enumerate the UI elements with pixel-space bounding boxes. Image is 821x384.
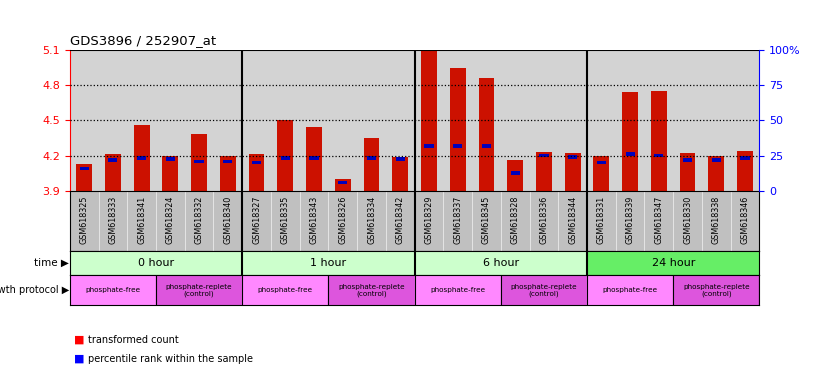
Text: growth protocol ▶: growth protocol ▶ <box>0 285 69 295</box>
Text: phosphate-free: phosphate-free <box>85 287 140 293</box>
Bar <box>166 157 175 161</box>
Bar <box>507 160 523 191</box>
Text: phosphate-free: phosphate-free <box>603 287 658 293</box>
Bar <box>709 156 724 191</box>
Bar <box>568 155 577 159</box>
Bar <box>364 138 379 191</box>
Bar <box>396 157 405 161</box>
Bar <box>281 156 290 160</box>
Text: GSM618328: GSM618328 <box>511 195 520 244</box>
Bar <box>80 167 89 170</box>
Text: GSM618335: GSM618335 <box>281 195 290 244</box>
Bar <box>195 159 204 163</box>
Text: GSM618344: GSM618344 <box>568 195 577 244</box>
Text: GSM618346: GSM618346 <box>741 195 750 244</box>
Text: ■: ■ <box>74 354 85 364</box>
Bar <box>105 154 121 191</box>
Text: GSM618336: GSM618336 <box>539 195 548 244</box>
Bar <box>680 153 695 191</box>
Text: time ▶: time ▶ <box>34 258 69 268</box>
Bar <box>741 156 750 160</box>
Text: phosphate-free: phosphate-free <box>430 287 485 293</box>
Bar <box>134 125 149 191</box>
Text: GSM618339: GSM618339 <box>626 195 635 244</box>
Bar <box>424 144 433 148</box>
Text: 0 hour: 0 hour <box>138 258 174 268</box>
Text: GSM618333: GSM618333 <box>108 195 117 244</box>
Bar <box>367 156 376 160</box>
Text: 6 hour: 6 hour <box>483 258 519 268</box>
Bar <box>737 151 753 191</box>
Bar <box>76 164 92 191</box>
Text: percentile rank within the sample: percentile rank within the sample <box>88 354 253 364</box>
Bar <box>223 159 232 163</box>
Bar <box>392 157 408 191</box>
Text: GSM618332: GSM618332 <box>195 195 204 244</box>
Text: GSM618331: GSM618331 <box>597 195 606 244</box>
Text: GSM618343: GSM618343 <box>310 195 319 244</box>
Text: 24 hour: 24 hour <box>652 258 695 268</box>
Bar <box>622 92 638 191</box>
Text: GSM618329: GSM618329 <box>424 195 433 244</box>
Bar <box>651 91 667 191</box>
Text: GSM618341: GSM618341 <box>137 195 146 244</box>
Bar <box>479 78 494 191</box>
Bar <box>338 180 347 184</box>
Text: GSM618342: GSM618342 <box>396 195 405 244</box>
Bar <box>453 144 462 148</box>
Text: GSM618325: GSM618325 <box>80 195 89 244</box>
Text: phosphate-replete
(control): phosphate-replete (control) <box>166 283 232 297</box>
Bar <box>683 158 692 162</box>
Text: GSM618327: GSM618327 <box>252 195 261 244</box>
Bar <box>335 179 351 191</box>
Text: transformed count: transformed count <box>88 335 179 345</box>
Bar <box>626 152 635 156</box>
Bar <box>511 171 520 175</box>
Bar <box>597 161 606 164</box>
Bar <box>220 156 236 191</box>
Bar <box>565 153 580 191</box>
Text: phosphate-replete
(control): phosphate-replete (control) <box>511 283 577 297</box>
Text: GSM618324: GSM618324 <box>166 195 175 244</box>
Text: phosphate-replete
(control): phosphate-replete (control) <box>338 283 405 297</box>
Text: GSM618326: GSM618326 <box>338 195 347 244</box>
Text: GSM618345: GSM618345 <box>482 195 491 244</box>
Bar <box>450 68 466 191</box>
Bar <box>654 154 663 157</box>
Bar <box>163 156 178 191</box>
Text: GSM618337: GSM618337 <box>453 195 462 244</box>
Bar <box>108 158 117 162</box>
Bar <box>277 120 293 191</box>
Text: GSM618334: GSM618334 <box>367 195 376 244</box>
Bar <box>137 156 146 160</box>
Bar <box>252 161 261 164</box>
Text: GSM618330: GSM618330 <box>683 195 692 244</box>
Text: phosphate-replete
(control): phosphate-replete (control) <box>683 283 750 297</box>
Bar <box>191 134 207 191</box>
Bar <box>306 127 322 191</box>
Bar <box>539 154 548 157</box>
Text: phosphate-free: phosphate-free <box>258 287 313 293</box>
Bar <box>249 154 264 191</box>
Text: GSM618338: GSM618338 <box>712 195 721 244</box>
Bar <box>310 156 319 160</box>
Text: ■: ■ <box>74 335 85 345</box>
Bar <box>594 156 609 191</box>
Text: GSM618340: GSM618340 <box>223 195 232 244</box>
Text: 1 hour: 1 hour <box>310 258 346 268</box>
Bar <box>482 144 491 148</box>
Bar <box>536 152 552 191</box>
Bar <box>712 158 721 162</box>
Text: GSM618347: GSM618347 <box>654 195 663 244</box>
Bar <box>421 50 437 191</box>
Text: GDS3896 / 252907_at: GDS3896 / 252907_at <box>70 34 216 47</box>
